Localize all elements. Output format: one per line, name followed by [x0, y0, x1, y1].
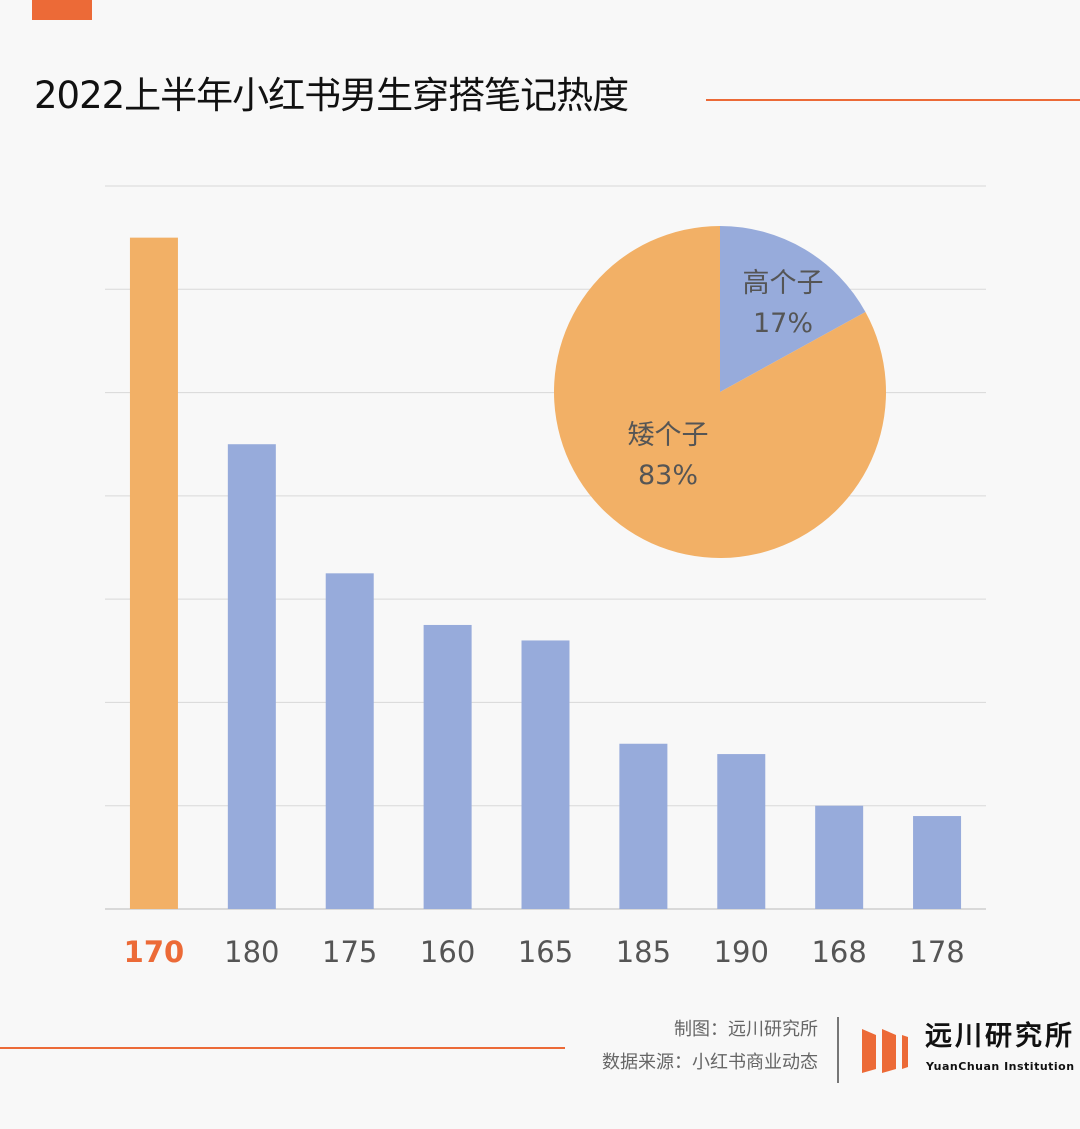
- bar-170: [129, 237, 178, 910]
- bar-165: [521, 640, 570, 909]
- pie-slice-0: [720, 226, 866, 392]
- pie-value-label: 83%: [638, 460, 698, 491]
- x-tick-label: 160: [420, 935, 475, 969]
- logo-name-en: YuanChuan Institution: [926, 1060, 1075, 1073]
- bar-175: [325, 573, 374, 909]
- chart: 170 180 175 160 165 185 190 168 178 高个子 17% 矮个子 83%: [105, 185, 986, 969]
- footer-divider: [0, 1047, 565, 1049]
- bar-180: [227, 444, 276, 909]
- x-tick-label: 168: [811, 935, 866, 969]
- logo-icon: [862, 1029, 908, 1073]
- title-divider: [706, 99, 1080, 101]
- x-tick-label: 178: [909, 935, 964, 969]
- bar-185: [619, 743, 668, 909]
- pie-slice-1: [554, 226, 887, 559]
- footer-separator: [837, 1017, 839, 1083]
- accent-tag: [32, 0, 92, 20]
- data-source: 数据来源：小红书商业动态: [602, 1052, 818, 1073]
- pie-value-label: 17%: [753, 308, 813, 339]
- bar-160: [423, 624, 472, 909]
- bar-178: [913, 816, 962, 909]
- x-tick-label: 190: [714, 935, 769, 969]
- x-tick-label: 175: [322, 935, 377, 969]
- x-tick-label: 170: [124, 935, 185, 969]
- page-title: 2022上半年小红书男生穿搭笔记热度: [34, 74, 629, 117]
- x-tick-label: 180: [224, 935, 279, 969]
- bar-190: [717, 754, 766, 909]
- x-tick-label: 185: [616, 935, 671, 969]
- logo-name: 远川研究所: [925, 1021, 1075, 1052]
- chart-credit: 制图：远川研究所: [674, 1019, 818, 1040]
- x-tick-label: 165: [518, 935, 573, 969]
- pie-label: 矮个子: [628, 420, 709, 451]
- bar-168: [815, 805, 864, 909]
- pie-label: 高个子: [743, 268, 824, 299]
